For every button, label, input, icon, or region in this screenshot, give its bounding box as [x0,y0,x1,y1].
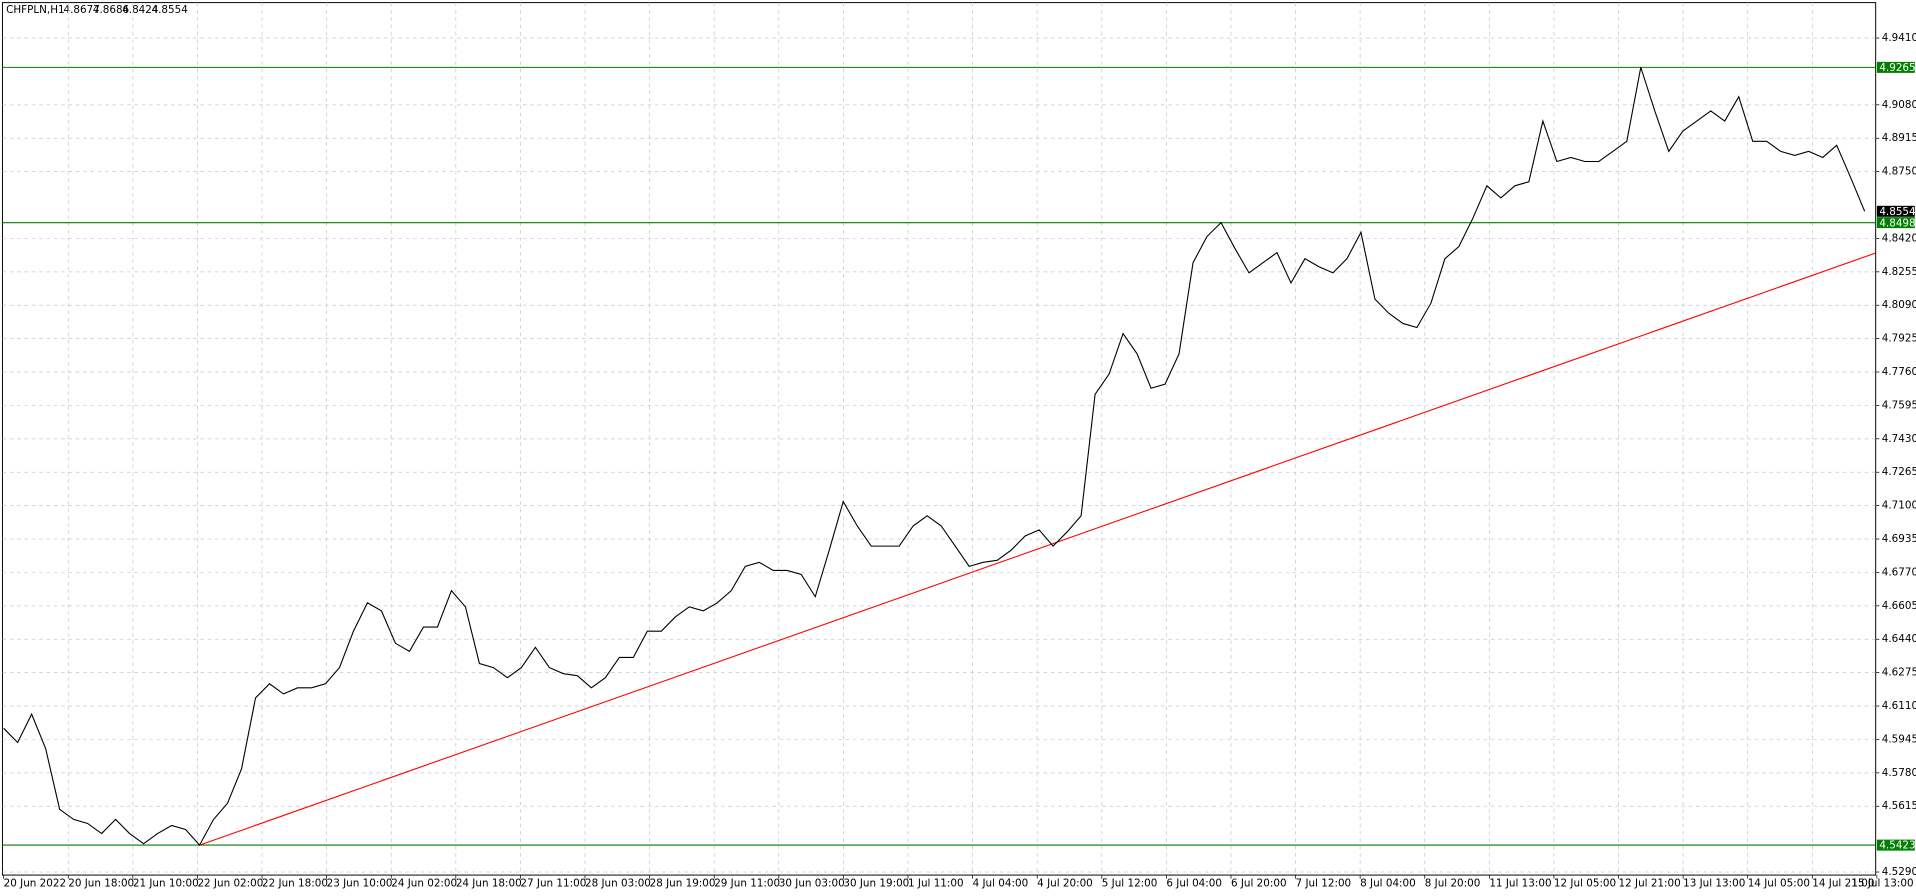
level-tag-box [1876,839,1915,851]
x-tick-label: 22 Jun 02:00 [197,878,263,890]
price-line [3,67,1866,847]
x-tick-label: 11 Jul 13:00 [1489,878,1551,890]
x-tick-label: 28 Jun 03:00 [585,878,651,890]
x-tick-label: 6 Jul 04:00 [1166,878,1222,890]
y-tick-label: 4.6110 [1882,700,1916,712]
y-tick-label: 4.8255 [1882,266,1916,278]
y-tick-label: 4.8915 [1882,132,1916,144]
x-tick-label: 15 Jul 13:00 [1851,878,1913,890]
ohlc-value: 4.8424 [122,4,159,16]
y-tick-label: 4.5615 [1882,800,1916,812]
y-tick-label: 4.7595 [1882,399,1916,411]
x-tick-label: 28 Jun 19:00 [650,878,716,890]
x-tick-label: 1 Jul 11:00 [908,878,964,890]
x-tick-label: 8 Jul 20:00 [1425,878,1481,890]
y-tick-label: 4.9080 [1882,99,1916,111]
level-tag-box [1876,61,1915,73]
x-tick-label: 27 Jun 11:00 [520,878,586,890]
y-tick-label: 4.7100 [1882,500,1916,512]
x-tick-label: 7 Jul 12:00 [1296,878,1352,890]
x-tick-label: 21 Jun 10:00 [133,878,199,890]
y-tick-label: 4.6770 [1882,566,1916,578]
x-tick-label: 13 Jul 13:00 [1683,878,1745,890]
level-tag: 4.8498 [1879,217,1915,229]
level-tag-box [1876,217,1915,229]
x-tick-label: 24 Jun 18:00 [456,878,522,890]
y-tick-label: 4.5290 [1882,866,1916,878]
x-tick-label: 14 Jul 05:00 [1748,878,1810,890]
level-tag: 4.9265 [1879,62,1915,74]
level-tag: 4.5423 [1879,840,1915,852]
x-tick-label: 4 Jul 20:00 [1037,878,1093,890]
current-price-tag-box [1876,205,1915,217]
y-tick-label: 4.7925 [1882,333,1916,345]
x-tick-label: 30 Jun 19:00 [843,878,909,890]
y-tick-label: 4.6275 [1882,667,1916,679]
y-tick-label: 4.5945 [1882,733,1916,745]
chart-title: CHFPLN,H1 [6,4,65,16]
y-tick-label: 4.7760 [1882,366,1916,378]
trendline [199,252,1876,846]
x-tick-label: 14 Jul 21:00 [1812,878,1874,890]
x-tick-label: 22 Jun 18:00 [262,878,328,890]
y-tick-label: 4.6935 [1882,533,1916,545]
x-tick-label: 6 Jul 20:00 [1231,878,1287,890]
x-tick-label: 4 Jul 04:00 [973,878,1029,890]
ohlc-value: 4.8677 [64,4,100,16]
x-tick-label: 24 Jun 02:00 [391,878,457,890]
x-tick-label: 23 Jun 10:00 [327,878,393,890]
y-tick-label: 4.7430 [1882,433,1916,445]
x-tick-label: 12 Jul 21:00 [1619,878,1681,890]
x-tick-label: 30 Jun 03:00 [779,878,845,890]
y-tick-label: 4.6440 [1882,633,1916,645]
x-tick-label: 20 Jun 2022 [4,878,66,890]
x-tick-label: 29 Jun 11:00 [714,878,780,890]
x-tick-label: 8 Jul 04:00 [1360,878,1416,890]
ohlc-value: 4.8554 [152,4,189,16]
y-tick-label: 4.9410 [1882,32,1916,44]
x-tick-label: 5 Jul 12:00 [1102,878,1158,890]
ohlc-value: 4.8686 [93,4,129,16]
y-tick-label: 4.8750 [1882,166,1916,178]
y-tick-label: 4.7265 [1882,466,1916,478]
current-price-tag: 4.8554 [1879,206,1916,218]
y-tick-label: 4.5780 [1882,767,1916,779]
y-tick-label: 4.8090 [1882,299,1916,311]
y-tick-label: 4.8420 [1882,232,1916,244]
x-tick-label: 12 Jul 05:00 [1554,878,1616,890]
x-tick-label: 20 Jun 18:00 [68,878,134,890]
y-tick-label: 4.6605 [1882,600,1916,612]
